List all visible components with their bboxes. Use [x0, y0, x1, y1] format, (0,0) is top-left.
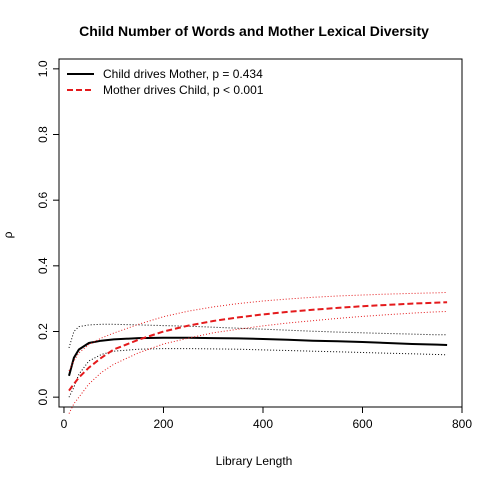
x-axis: 0 200 400 600 800 [61, 407, 472, 431]
chart-title: Child Number of Words and Mother Lexical… [79, 23, 429, 39]
legend-label-2: Mother drives Child, p < 0.001 [103, 83, 264, 97]
y-tick-label-0: 0.0 [36, 388, 50, 405]
y-tick-label-0.4: 0.4 [36, 257, 50, 274]
x-tick-label-800: 800 [452, 417, 472, 431]
y-tick-label-0.8: 0.8 [36, 126, 50, 143]
x-tick-label-0: 0 [61, 417, 68, 431]
y-tick-label-1: 1.0 [36, 60, 50, 77]
series-2-line [68, 301, 448, 392]
x-tick-label-400: 400 [253, 417, 273, 431]
y-tick-label-0.6: 0.6 [36, 192, 50, 209]
x-tick-label-200: 200 [153, 417, 173, 431]
y-axis: 0.0 0.2 0.4 0.6 0.8 1.0 [36, 60, 59, 405]
plot-lines [68, 291, 448, 414]
legend-label-1: Child drives Mother, p = 0.434 [103, 67, 263, 81]
series-1-lower-band [68, 348, 448, 398]
plot-frame [58, 58, 463, 408]
series-1-upper-band [68, 323, 448, 349]
x-tick-label-600: 600 [352, 417, 372, 431]
series-2-lower-band [68, 311, 448, 414]
x-axis-label: Library Length [216, 454, 293, 468]
y-tick-label-0.2: 0.2 [36, 323, 50, 340]
legend: Child drives Mother, p = 0.434 Mother dri… [67, 67, 264, 97]
series-1-line [68, 336, 448, 377]
y-axis-label: ρ [1, 231, 15, 238]
